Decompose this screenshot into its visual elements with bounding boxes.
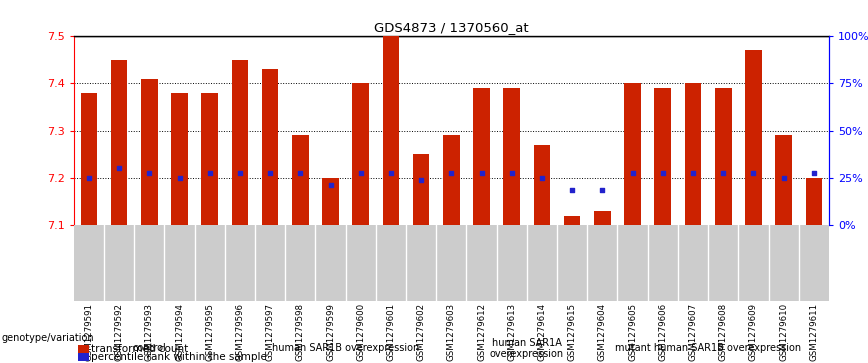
Bar bbox=[141, 79, 158, 225]
Bar bbox=[111, 60, 128, 225]
Point bbox=[233, 170, 247, 176]
Bar bbox=[685, 83, 701, 225]
Bar bbox=[594, 211, 611, 225]
Point bbox=[142, 170, 156, 176]
Text: transformed count: transformed count bbox=[91, 344, 188, 354]
Point bbox=[626, 170, 640, 176]
Text: control: control bbox=[133, 343, 166, 354]
Point bbox=[203, 170, 217, 176]
Point bbox=[263, 170, 277, 176]
Point bbox=[716, 170, 730, 176]
Bar bbox=[383, 36, 399, 225]
Point bbox=[475, 170, 489, 176]
Text: genotype/variation: genotype/variation bbox=[2, 333, 95, 343]
Point bbox=[384, 170, 398, 176]
Bar bbox=[322, 178, 339, 225]
Bar bbox=[201, 93, 218, 225]
Point bbox=[656, 170, 670, 176]
Bar bbox=[473, 88, 490, 225]
Bar bbox=[624, 83, 641, 225]
Bar bbox=[775, 135, 792, 225]
Point bbox=[807, 170, 821, 176]
Bar bbox=[262, 69, 279, 225]
Text: human SAR1A
overexpression: human SAR1A overexpression bbox=[490, 338, 564, 359]
Bar bbox=[81, 93, 97, 225]
Point bbox=[354, 170, 368, 176]
Bar bbox=[654, 88, 671, 225]
Point bbox=[777, 175, 791, 181]
Bar bbox=[232, 60, 248, 225]
Text: human SAR1B overexpression: human SAR1B overexpression bbox=[272, 343, 419, 354]
Point bbox=[686, 170, 700, 176]
Point bbox=[82, 175, 95, 181]
Bar bbox=[715, 88, 732, 225]
Bar bbox=[352, 83, 369, 225]
Bar bbox=[292, 135, 309, 225]
Point bbox=[565, 187, 579, 192]
Point bbox=[535, 175, 549, 181]
Bar bbox=[503, 88, 520, 225]
Point bbox=[746, 170, 760, 176]
Bar bbox=[171, 93, 187, 225]
Point bbox=[414, 177, 428, 183]
Point bbox=[595, 187, 609, 192]
Title: GDS4873 / 1370560_at: GDS4873 / 1370560_at bbox=[374, 21, 529, 34]
Bar bbox=[443, 135, 460, 225]
Bar bbox=[806, 178, 822, 225]
Bar bbox=[413, 154, 430, 225]
Point bbox=[444, 170, 458, 176]
Text: mutant human SAR1B overexpression: mutant human SAR1B overexpression bbox=[615, 343, 801, 354]
Point bbox=[173, 175, 187, 181]
Point bbox=[324, 182, 338, 188]
Point bbox=[293, 170, 307, 176]
Point bbox=[112, 166, 126, 171]
Bar bbox=[534, 145, 550, 225]
Point bbox=[505, 170, 519, 176]
Bar bbox=[564, 216, 581, 225]
Text: percentile rank within the sample: percentile rank within the sample bbox=[91, 352, 267, 362]
Bar bbox=[745, 50, 762, 225]
